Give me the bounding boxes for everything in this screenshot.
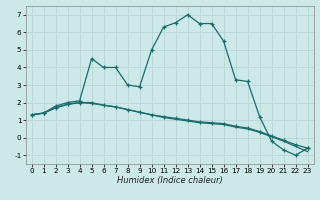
X-axis label: Humidex (Indice chaleur): Humidex (Indice chaleur) [117,176,222,185]
